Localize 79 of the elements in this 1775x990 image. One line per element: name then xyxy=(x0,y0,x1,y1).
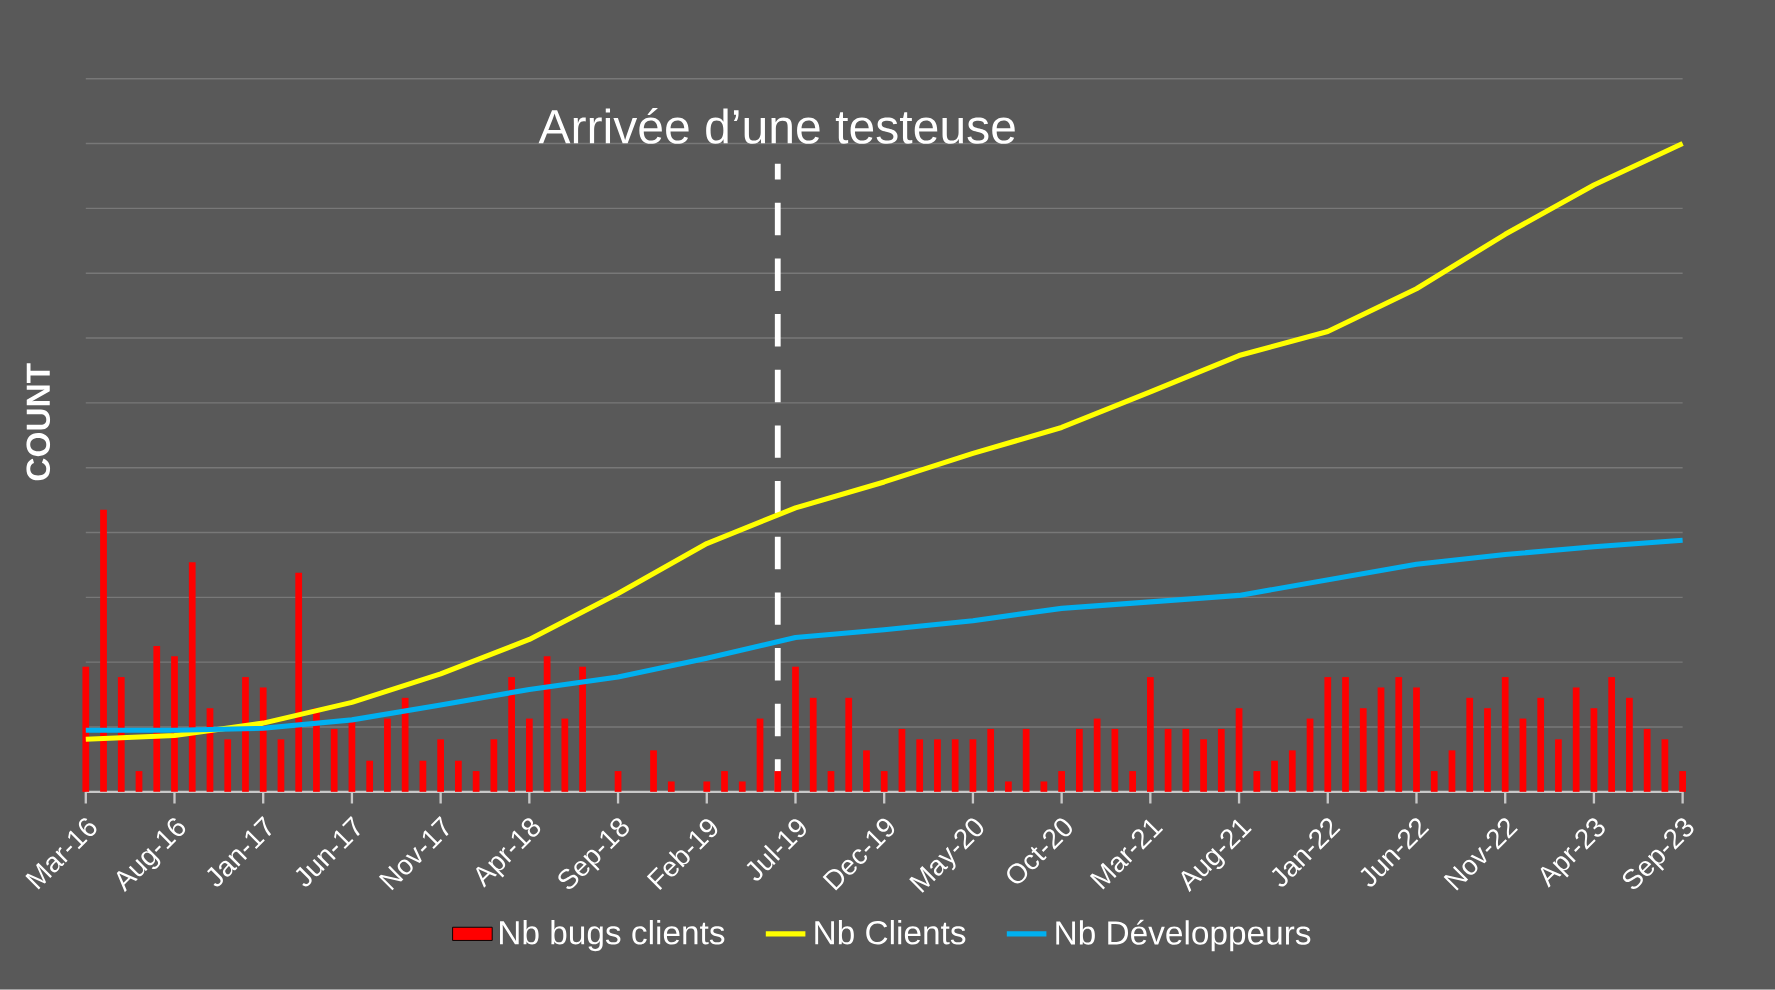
bar xyxy=(845,697,853,792)
bar xyxy=(650,750,657,792)
bar xyxy=(1040,781,1048,792)
bar xyxy=(1395,677,1403,792)
bar xyxy=(277,739,285,792)
bar xyxy=(1271,760,1278,792)
bar xyxy=(827,771,835,792)
bar xyxy=(614,771,622,792)
bar xyxy=(1448,750,1456,792)
bar xyxy=(472,771,480,792)
bar xyxy=(792,666,799,792)
bar xyxy=(153,646,161,792)
bar xyxy=(774,771,782,792)
bar xyxy=(1572,687,1580,792)
bar xyxy=(1288,750,1296,792)
bar xyxy=(1129,771,1136,792)
y-axis-title: COUNT xyxy=(26,363,51,481)
bar xyxy=(703,781,711,792)
bar xyxy=(1200,739,1207,792)
bar xyxy=(224,739,232,792)
bar xyxy=(1537,697,1545,792)
bar xyxy=(455,760,462,792)
bar xyxy=(1626,697,1633,792)
bar xyxy=(330,729,338,792)
bar xyxy=(171,656,178,792)
bar xyxy=(1466,697,1474,792)
bar xyxy=(951,739,959,792)
bar xyxy=(1608,677,1616,792)
bar xyxy=(667,781,675,792)
bar xyxy=(1058,771,1066,792)
bar xyxy=(987,729,995,792)
bar xyxy=(1643,729,1651,792)
bar xyxy=(1413,687,1420,792)
bar xyxy=(1661,739,1669,792)
bar xyxy=(579,666,586,792)
legend-label: Nb Clients xyxy=(815,920,966,945)
bar xyxy=(916,739,924,792)
bar xyxy=(1430,771,1438,792)
bar xyxy=(969,739,977,792)
bar xyxy=(1146,677,1154,792)
bar xyxy=(738,781,746,792)
bar xyxy=(188,562,196,792)
bar xyxy=(1005,781,1012,792)
bar xyxy=(490,739,498,792)
bar xyxy=(561,718,569,792)
bar xyxy=(384,718,391,792)
bar xyxy=(508,677,515,792)
bar xyxy=(1076,729,1083,792)
bar xyxy=(366,760,374,792)
ref-line-label: Arrivée d’une testeuse xyxy=(538,107,1015,144)
bar xyxy=(401,697,409,792)
bar xyxy=(1235,708,1243,792)
bar xyxy=(1217,729,1225,792)
bar xyxy=(295,572,303,792)
bar xyxy=(1324,677,1332,792)
bar xyxy=(863,750,870,792)
bar xyxy=(809,697,817,792)
bar xyxy=(525,718,533,792)
bar xyxy=(1555,739,1562,792)
bar xyxy=(1359,708,1367,792)
bar xyxy=(117,677,125,792)
bar xyxy=(721,771,728,792)
bar xyxy=(100,509,107,792)
bar xyxy=(1342,677,1349,792)
bar xyxy=(880,771,888,792)
bar xyxy=(1253,771,1261,792)
bar xyxy=(1484,708,1491,792)
bar xyxy=(1182,729,1190,792)
bar xyxy=(135,771,143,792)
bar xyxy=(437,739,445,792)
legend-label: Nb Développeurs xyxy=(1056,919,1311,952)
bar xyxy=(1111,729,1119,792)
bar xyxy=(1679,771,1686,792)
bar xyxy=(1501,677,1509,792)
bar xyxy=(1022,729,1030,792)
bar xyxy=(934,739,941,792)
bar xyxy=(82,666,90,792)
bar xyxy=(242,677,249,792)
legend-label: Nb bugs clients xyxy=(500,920,725,952)
